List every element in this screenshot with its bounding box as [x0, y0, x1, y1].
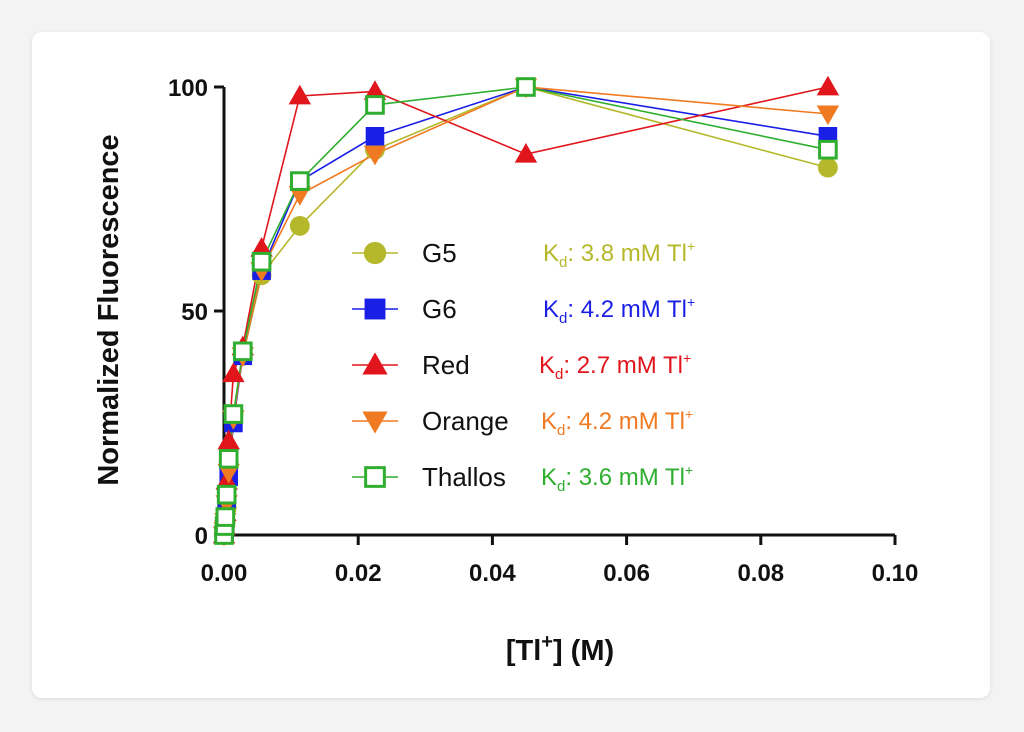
data-point-thallos: [218, 449, 239, 469]
series-markers: [212, 75, 840, 547]
data-point-thallos: [216, 484, 237, 505]
legend-label-g5: G5: [422, 238, 457, 268]
x-axis-title-base: [Tl: [506, 635, 541, 667]
data-point-thallos: [232, 341, 253, 362]
kd-label-g6: Kd: 4.2 mM Tl+: [543, 294, 695, 327]
y-axis-title: Normalized Fluorescence: [93, 134, 125, 485]
x-axis-title: [Tl+] (M): [506, 631, 614, 667]
data-point-thallos: [365, 95, 385, 115]
data-point-red: [816, 75, 840, 96]
data-point-orange: [288, 186, 312, 206]
x-tick-label: 0.00: [201, 560, 248, 587]
data-point-orange: [816, 105, 840, 126]
x-tick-label: 0.02: [335, 560, 382, 587]
x-tick-label: 0.06: [603, 560, 650, 587]
legend-label-thallos: Thallos: [422, 462, 506, 492]
kd-label-orange: Kd: 4.2 mM Tl+: [541, 406, 693, 439]
legend-marker-red: [362, 352, 388, 375]
y-tick-label: 50: [181, 299, 208, 326]
data-point-red: [222, 362, 245, 383]
y-tick-label: 100: [168, 75, 208, 102]
legend: G5 G6 Red Orange Thallos: [352, 238, 509, 492]
legend-marker-orange: [362, 411, 388, 434]
data-point-orange: [363, 145, 387, 166]
data-point-red: [217, 429, 240, 450]
axes: 0 50 100 0.00 0.02 0.04 0.06 0.08 0.10: [168, 75, 918, 587]
x-tick-label: 0.04: [469, 560, 516, 587]
legend-label-red: Red: [422, 350, 470, 380]
data-point-red: [363, 80, 387, 100]
legend-marker-thallos: [364, 466, 386, 488]
data-point-thallos: [251, 251, 272, 272]
data-point-g5: [289, 215, 310, 236]
legend-label-orange: Orange: [422, 406, 509, 436]
y-tick-label: 0: [195, 523, 208, 550]
data-point-thallos: [290, 171, 310, 191]
data-point-thallos: [516, 77, 536, 97]
data-point-red: [514, 143, 538, 163]
data-point-g5: [817, 157, 838, 178]
x-axis-title-rest: ] (M): [553, 635, 614, 667]
data-point-thallos: [223, 404, 244, 424]
x-tick-label: 0.08: [737, 560, 784, 587]
data-point-red: [250, 237, 273, 257]
data-point-g6: [365, 127, 385, 146]
kd-labels: Kd: 3.8 mM Tl+ Kd: 4.2 mM Tl+ Kd: 2.7 mM T…: [539, 238, 695, 495]
data-point-red: [288, 84, 312, 105]
kd-label-red: Kd: 2.7 mM Tl+: [539, 350, 691, 383]
legend-marker-g6: [364, 298, 386, 320]
data-point-thallos: [215, 507, 236, 527]
legend-label-g6: G6: [422, 294, 457, 324]
x-tick-label: 0.10: [872, 560, 919, 587]
data-point-orange: [217, 463, 240, 484]
x-axis-title-sup: +: [541, 631, 553, 653]
kd-label-g5: Kd: 3.8 mM Tl+: [543, 238, 695, 271]
data-point-thallos: [818, 139, 838, 160]
kd-label-thallos: Kd: 3.6 mM Tl+: [541, 462, 693, 495]
legend-marker-g5: [363, 241, 387, 265]
